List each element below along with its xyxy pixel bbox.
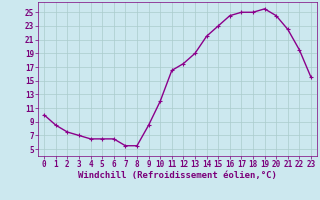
X-axis label: Windchill (Refroidissement éolien,°C): Windchill (Refroidissement éolien,°C)	[78, 171, 277, 180]
